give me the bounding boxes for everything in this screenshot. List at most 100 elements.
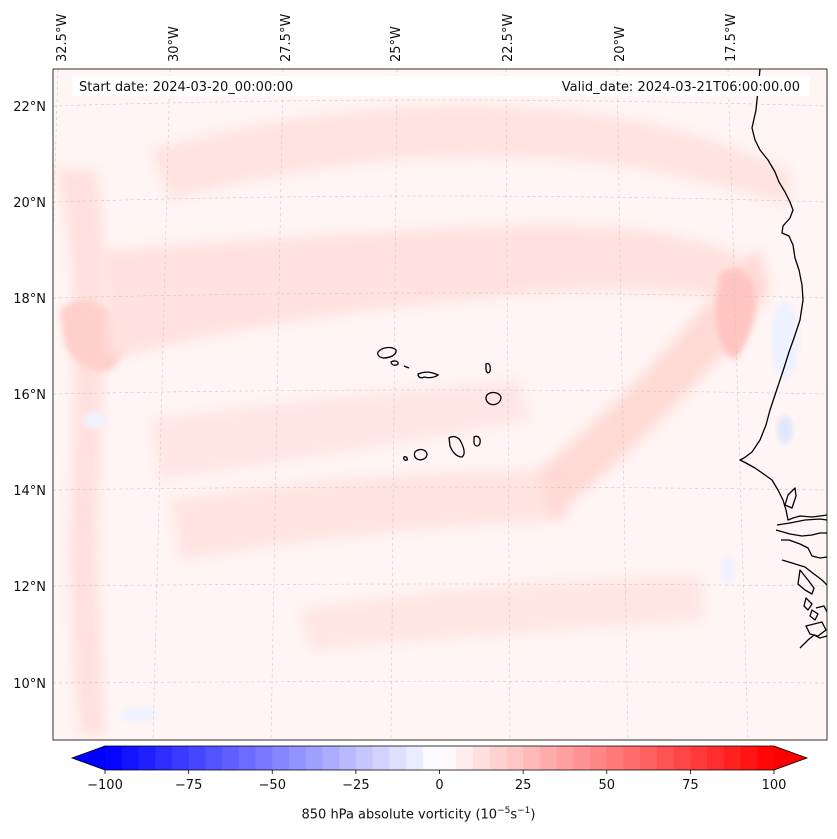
west-africa-coastline — [739, 69, 827, 649]
vorticity-field — [53, 69, 827, 740]
colorbar-segment — [556, 746, 574, 770]
lat-label: 18°N — [13, 292, 46, 307]
vorticity-maximum-coast — [715, 268, 756, 360]
colorbar-segment — [205, 746, 223, 770]
colorbar-segment — [456, 746, 474, 770]
vorticity-band-southeast — [300, 575, 705, 650]
island-sao-vicente — [390, 360, 399, 366]
colorbar-tick-label: 0 — [435, 778, 443, 793]
colorbar: −100 −75 −50 −25 0 25 50 75 100 — [70, 745, 809, 793]
colorbar-extend-low — [72, 746, 105, 770]
colorbar-tick-label: 75 — [682, 778, 699, 793]
colorbar-segment — [539, 746, 558, 770]
island-boa-vista — [485, 391, 502, 406]
colorbar-segment — [740, 746, 758, 770]
island-maio — [473, 435, 481, 447]
longitude-labels: 32.5°W 30°W 27.5°W 25°W 22.5°W 20°W 17.5… — [55, 14, 739, 62]
island-brava — [403, 456, 408, 461]
colorbar-tick-label: −25 — [342, 778, 369, 793]
lat-label: 10°N — [13, 677, 46, 692]
colorbar-tick-label: 50 — [598, 778, 615, 793]
colorbar-segment — [422, 746, 441, 770]
colorbar-segment — [723, 746, 742, 770]
colorbar-segment — [656, 746, 675, 770]
colorbar-segment — [188, 746, 206, 770]
colorbar-segment — [489, 746, 508, 770]
colorbar-segment — [406, 746, 424, 770]
colorbar-segment — [222, 746, 240, 770]
colorbar-segment — [707, 746, 725, 770]
map-panel — [52, 68, 828, 741]
colorbar-tick-label: 100 — [762, 778, 787, 793]
colorbar-title-exponent: −1 — [517, 806, 531, 816]
colorbar-segment — [606, 746, 625, 770]
colorbar-tick-label: −50 — [259, 778, 286, 793]
colorbar-segment — [105, 746, 123, 770]
island-santiago — [448, 435, 465, 458]
negative-vorticity-patch — [777, 416, 793, 444]
header-strip — [72, 76, 810, 96]
colorbar-segment — [238, 746, 257, 770]
colorbar-segment — [573, 746, 591, 770]
colorbar-segment — [372, 746, 390, 770]
lon-label: 20°W — [613, 26, 628, 62]
colorbar-segment — [305, 746, 324, 770]
colorbar-segments — [105, 746, 775, 770]
negative-vorticity-patch — [720, 556, 736, 584]
colorbar-segment — [339, 746, 357, 770]
colorbar-segment — [121, 746, 140, 770]
colorbar-segment — [138, 746, 156, 770]
colorbar-title-unit: s — [510, 807, 518, 823]
colorbar-segment — [288, 746, 307, 770]
negative-vorticity-patch — [771, 300, 799, 380]
lat-label: 22°N — [13, 100, 46, 115]
vorticity-band-north — [150, 105, 790, 205]
colorbar-segment — [472, 746, 491, 770]
valid-date-label: Valid_date: 2024-03-21T06:00:00.00 — [562, 80, 800, 95]
colorbar-segment — [523, 746, 541, 770]
colorbar-tick-label: −75 — [175, 778, 202, 793]
lat-label: 20°N — [13, 196, 46, 211]
lon-label: 32.5°W — [55, 14, 70, 62]
lat-label: 16°N — [13, 388, 46, 403]
island-sal — [485, 362, 491, 374]
lon-label: 22.5°W — [501, 14, 516, 62]
colorbar-segment — [757, 746, 775, 770]
colorbar-segment — [506, 746, 524, 770]
vorticity-band-south — [170, 470, 570, 560]
map-frame — [52, 68, 828, 741]
negative-vorticity-patch — [83, 412, 107, 428]
lon-label: 17.5°W — [724, 14, 739, 62]
island-santo-antao — [377, 346, 397, 359]
lon-label: 30°W — [167, 26, 182, 62]
lon-label: 25°W — [389, 26, 404, 62]
vorticity-band-middle — [150, 380, 530, 480]
colorbar-title-close: ) — [530, 807, 536, 823]
start-date-label: Start date: 2024-03-20_00:00:00 — [79, 80, 293, 95]
colorbar-segment — [255, 746, 273, 770]
island-fogo — [413, 448, 428, 461]
colorbar-ticks: −100 −75 −50 −25 0 25 50 75 100 — [87, 770, 786, 793]
lat-label: 14°N — [13, 484, 46, 499]
colorbar-segment — [389, 746, 407, 770]
colorbar-title: 850 hPa absolute vorticity (10−5s−1) — [0, 806, 837, 822]
vorticity-band-diagonal — [540, 250, 770, 520]
colorbar-segment — [322, 746, 340, 770]
colorbar-title-exponent: −5 — [497, 806, 511, 816]
colorbar-segment — [623, 746, 641, 770]
colorbar-segment — [590, 746, 608, 770]
island-sao-nicolau — [417, 371, 440, 379]
colorbar-segment — [171, 746, 190, 770]
colorbar-segment — [690, 746, 708, 770]
colorbar-title-text: 850 hPa absolute vorticity (10 — [301, 807, 498, 823]
island-santa-luzia — [403, 365, 410, 369]
colorbar-segment — [439, 746, 457, 770]
colorbar-segment — [272, 746, 290, 770]
colorbar-extend-high — [774, 746, 807, 770]
latitude-labels: 22°N 20°N 18°N 16°N 14°N 12°N 10°N — [13, 100, 46, 692]
colorbar-segment — [355, 746, 374, 770]
lon-label: 27.5°W — [279, 14, 294, 62]
colorbar-segment — [673, 746, 691, 770]
vorticity-band-central — [100, 224, 740, 360]
